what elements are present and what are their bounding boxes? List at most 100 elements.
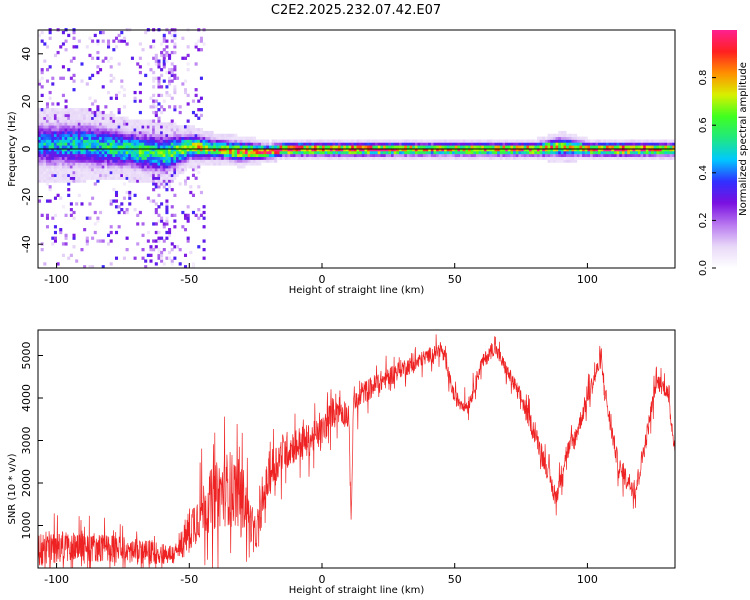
spectrogram-cell xyxy=(61,156,65,160)
spectrogram-cell xyxy=(566,142,570,146)
spectrogram-cell xyxy=(96,145,100,149)
spectrogram-cell xyxy=(247,153,251,158)
spectrogram-cell xyxy=(112,188,116,192)
spectrogram-cell xyxy=(170,148,174,152)
spectrogram-cell xyxy=(104,165,108,169)
spectrogram-cell xyxy=(425,142,429,146)
spectrogram-cell xyxy=(152,162,156,166)
spectrogram-cell xyxy=(186,125,190,129)
spectrogram-cell xyxy=(550,153,554,158)
spectrogram-cell xyxy=(59,113,63,118)
spectrogram-cell xyxy=(149,173,153,178)
spectrogram-cell xyxy=(306,148,310,152)
spectrogram-cell xyxy=(247,162,251,166)
spectrogram-cell xyxy=(536,136,541,140)
spectrogram-cell xyxy=(199,159,203,163)
colorbar-tick-label: 0.2 xyxy=(698,212,709,228)
spectrogram-cell xyxy=(640,153,644,158)
spectrogram-cell xyxy=(93,145,97,149)
spectrogram-cell xyxy=(218,136,222,140)
spectrogram-cell xyxy=(162,39,166,43)
spectrogram-cell xyxy=(266,142,270,146)
spectrogram-cell xyxy=(452,145,456,149)
spectrogram-cell xyxy=(83,139,87,143)
spectrogram-cell xyxy=(77,150,81,155)
spectrogram-cell xyxy=(59,228,63,232)
spectrogram-cell xyxy=(327,139,331,143)
spectrogram-cell xyxy=(136,156,140,160)
spectrogram-cell xyxy=(112,173,116,178)
spectrogram-cell xyxy=(69,159,73,163)
spectrogram-cell xyxy=(138,82,142,86)
spectrogram-cell xyxy=(375,145,379,149)
spectrogram-cell xyxy=(48,176,52,180)
spectrogram-cell xyxy=(83,130,87,135)
spectrogram-cell xyxy=(99,130,103,135)
spectrogram-cell xyxy=(40,248,44,252)
spectrogram-cell xyxy=(48,96,52,100)
spectrogram-cell xyxy=(245,139,249,143)
spectrogram-cell xyxy=(470,142,474,146)
spectrogram-cell xyxy=(183,130,188,135)
spectrogram-cell xyxy=(595,156,599,160)
spectrogram-cell xyxy=(502,142,506,146)
spectrogram-cell xyxy=(353,145,357,149)
spectrogram-cell xyxy=(128,170,132,175)
spectrogram-cell xyxy=(306,139,310,143)
spectrogram-cell xyxy=(170,170,174,175)
spectrogram-cell xyxy=(544,148,548,152)
spectrogram-cell xyxy=(568,150,572,155)
spectrogram-cell xyxy=(107,176,111,180)
spectrogram-cell xyxy=(552,139,556,143)
spectrogram-cell xyxy=(51,113,55,118)
spectrogram-cell xyxy=(263,159,267,163)
spectrogram-cell xyxy=(138,130,142,135)
spectrogram-cell xyxy=(61,113,65,118)
spectrogram-cell xyxy=(462,139,466,143)
spectrogram-cell xyxy=(75,259,79,263)
spectrogram-cell xyxy=(202,148,206,152)
spectrogram-cell xyxy=(205,145,209,149)
spectrogram-cell xyxy=(112,168,116,172)
spectrogram-cell xyxy=(104,145,108,149)
spectrogram-cell xyxy=(165,208,169,212)
spectrogram-cell xyxy=(99,110,103,115)
spectrogram-cell xyxy=(560,153,564,158)
spectrogram-cell xyxy=(138,128,142,132)
spectrogram-cell xyxy=(640,150,644,155)
spectrogram-cell xyxy=(218,133,222,138)
spectrogram-cell xyxy=(109,133,113,138)
spectrogram-cell xyxy=(56,130,60,135)
spectrogram-cell xyxy=(96,133,100,138)
spectrogram-cell xyxy=(566,139,570,143)
spectrogram-cell xyxy=(136,62,140,66)
spectrogram-cell xyxy=(114,139,119,143)
spectrogram-cell xyxy=(566,150,570,155)
spectrogram-cell xyxy=(616,153,620,158)
spectrogram-cell xyxy=(210,156,214,160)
spectrogram-cell xyxy=(133,176,137,180)
spectrogram-cell xyxy=(117,133,121,138)
spectrogram-cell xyxy=(332,153,336,158)
spectrogram-cell xyxy=(80,170,84,175)
spectrogram-cell xyxy=(173,30,177,35)
spectrogram-cell xyxy=(40,145,44,149)
spectrogram-cell xyxy=(579,145,583,149)
spectrogram-cell xyxy=(117,130,121,135)
spectrogram-cell xyxy=(210,159,214,163)
spectrogram-cell xyxy=(165,199,169,203)
spectrogram-cell xyxy=(191,125,195,129)
spectrogram-cell xyxy=(611,148,615,152)
spectrogram-cell xyxy=(141,179,145,183)
spectrogram-cell xyxy=(475,156,479,160)
spectrogram-cell xyxy=(93,128,97,132)
spectrogram-cell xyxy=(178,145,182,149)
spectrogram-cell xyxy=(157,62,161,66)
spectrogram-cell xyxy=(99,153,103,158)
spectrogram-cell xyxy=(168,230,172,235)
spectrogram-cell xyxy=(72,179,76,183)
spectrogram-cell xyxy=(197,208,201,212)
spectrogram-cell xyxy=(258,145,262,149)
spectrogram-cell xyxy=(176,165,180,169)
spectrogram-cell xyxy=(130,153,134,158)
